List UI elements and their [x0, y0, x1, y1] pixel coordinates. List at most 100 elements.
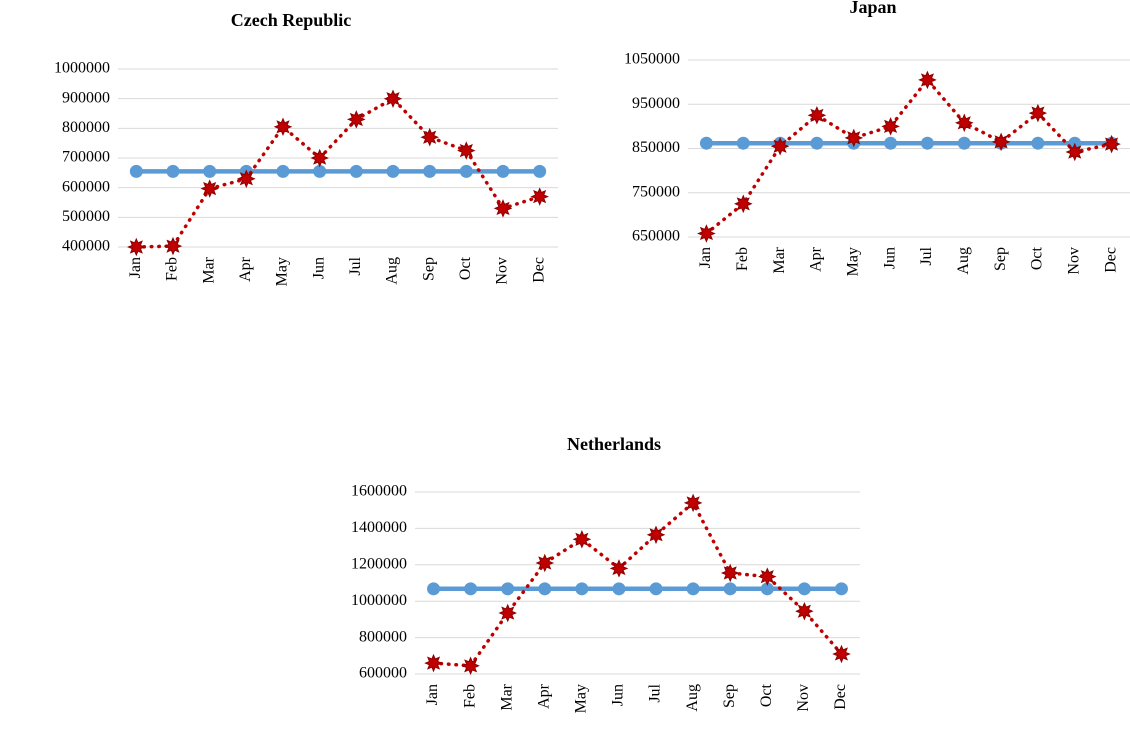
data-point	[760, 582, 774, 596]
x-tick-label: Dec	[1102, 247, 1119, 273]
data-point	[991, 132, 1011, 152]
data-point	[498, 603, 517, 623]
data-point	[313, 164, 327, 178]
x-tick-label: Nov	[795, 684, 812, 712]
y-tick-label: 600000	[62, 178, 110, 195]
data-point	[464, 582, 478, 596]
data-point	[797, 582, 811, 596]
x-tick-label: Jan	[424, 684, 441, 705]
data-point	[572, 530, 592, 549]
y-tick-label: 400000	[62, 238, 110, 255]
x-tick-label: Apr	[808, 246, 825, 272]
x-tick-label: Jul	[647, 683, 664, 702]
data-point	[273, 117, 293, 137]
x-tick-label: Nov	[1065, 247, 1082, 275]
data-point	[1031, 136, 1045, 150]
data-point	[810, 136, 824, 150]
x-tick-label: Dec	[832, 684, 849, 710]
x-tick-label: Jan	[127, 257, 144, 278]
data-point	[459, 164, 473, 178]
x-tick-label: Oct	[1029, 246, 1046, 270]
x-tick-label: Feb	[164, 257, 181, 281]
data-point	[1028, 103, 1048, 123]
y-tick-label: 600000	[359, 665, 407, 682]
x-tick-label: Oct	[457, 256, 474, 280]
data-point	[461, 656, 480, 676]
data-point	[424, 653, 443, 673]
data-point	[501, 582, 515, 596]
y-tick-label: 850000	[632, 139, 680, 156]
x-tick-label: May	[844, 247, 861, 276]
data-point	[720, 563, 740, 583]
data-point	[649, 582, 663, 596]
data-point	[1102, 134, 1121, 154]
data-point	[166, 164, 180, 178]
x-tick-label: Jul	[918, 246, 935, 265]
data-point	[203, 164, 217, 178]
x-tick-label: Oct	[758, 683, 775, 707]
data-point	[612, 582, 626, 596]
data-point	[310, 148, 329, 168]
x-tick-label: Sep	[420, 257, 437, 281]
y-tick-label: 1400000	[351, 519, 407, 536]
x-tick-label: Jun	[881, 247, 898, 269]
y-tick-label: 650000	[632, 228, 680, 245]
y-tick-label: 1000000	[54, 60, 110, 77]
data-point	[496, 164, 510, 178]
y-tick-label: 800000	[359, 628, 407, 645]
x-tick-label: Aug	[955, 247, 972, 275]
y-tick-label: 950000	[632, 95, 680, 112]
data-point	[736, 136, 750, 150]
data-point	[734, 194, 753, 214]
x-tick-label: Jun	[610, 684, 627, 706]
chart-title: Netherlands	[567, 434, 661, 454]
data-point	[770, 137, 790, 156]
chart-title: Czech Republic	[231, 10, 352, 30]
x-tick-label: Feb	[461, 684, 478, 708]
y-tick-label: 1200000	[351, 555, 407, 572]
data-point	[420, 127, 439, 147]
data-point	[920, 136, 934, 150]
data-point	[533, 164, 547, 178]
y-tick-label: 700000	[62, 149, 110, 166]
x-tick-label: Apr	[237, 256, 254, 282]
x-tick-label: May	[573, 684, 590, 713]
data-point	[955, 113, 974, 133]
data-point	[427, 582, 441, 596]
x-tick-label: Mar	[200, 256, 217, 283]
y-tick-label: 1050000	[624, 51, 680, 68]
data-point	[538, 582, 552, 596]
x-tick-label: Aug	[684, 684, 701, 712]
data-point	[127, 237, 146, 257]
x-tick-label: Feb	[734, 247, 751, 271]
data-point	[918, 70, 937, 90]
x-tick-label: Apr	[535, 683, 552, 709]
y-tick-label: 500000	[62, 208, 110, 225]
data-point	[646, 525, 666, 545]
data-point	[493, 199, 513, 218]
x-tick-label: Nov	[494, 257, 511, 285]
data-point	[1065, 142, 1085, 162]
data-point	[457, 141, 476, 160]
data-point	[276, 164, 290, 178]
x-tick-label: Jan	[697, 247, 714, 268]
x-tick-label: Sep	[992, 247, 1009, 271]
data-point	[383, 89, 403, 108]
data-point	[697, 224, 716, 243]
y-tick-label: 800000	[62, 119, 110, 136]
x-tick-label: Jul	[347, 256, 364, 275]
data-point	[530, 187, 549, 206]
data-point	[347, 110, 366, 129]
data-point	[686, 582, 700, 596]
chart-title: Japan	[849, 0, 896, 17]
data-point	[699, 136, 713, 150]
y-tick-label: 1000000	[351, 592, 407, 609]
data-point	[832, 644, 851, 664]
x-tick-label: Sep	[721, 684, 738, 708]
x-tick-label: Mar	[771, 246, 788, 273]
data-point	[957, 136, 971, 150]
data-point	[200, 179, 220, 198]
data-point	[758, 567, 777, 586]
